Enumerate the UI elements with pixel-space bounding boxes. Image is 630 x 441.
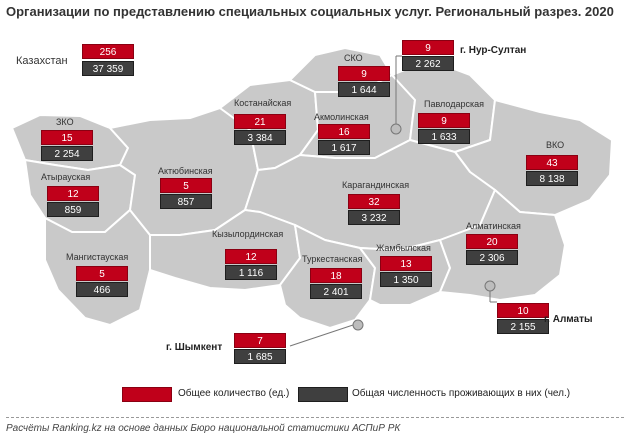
region-akmola-residents: 1 617	[318, 140, 370, 155]
region-almaty-residents: 2 306	[466, 250, 518, 265]
region-atyrau-residents: 859	[47, 202, 99, 217]
legend-count-swatch	[122, 387, 172, 402]
region-pavlodar-label: Павлодарская	[424, 99, 484, 109]
region-kyzylorda-label: Кызылординская	[212, 229, 284, 239]
region-sko-count: 9	[338, 66, 390, 81]
city-nur-sultan-label: г. Нур-Султан	[460, 45, 527, 56]
region-sko-label: СКО	[344, 53, 363, 63]
region-akmola-count: 16	[318, 124, 370, 139]
region-pavlodar-residents: 1 633	[418, 129, 470, 144]
city-shymkent-count: 7	[234, 333, 286, 348]
legend-residents-swatch	[298, 387, 348, 402]
city-almaty-label: г. Алматы	[544, 314, 593, 325]
legend-residents-label: Общая численность проживающих в них (чел…	[352, 388, 571, 399]
region-karaganda-label: Карагандинская	[342, 180, 410, 190]
region-turkestan-label: Туркестанская	[302, 254, 363, 264]
region-vko-label: ВКО	[546, 140, 565, 150]
kazakhstan-residents: 37 359	[82, 61, 134, 76]
region-almaty-count: 20	[466, 234, 518, 249]
nur-sultan-marker	[390, 123, 402, 135]
region-vko-count: 43	[526, 155, 578, 170]
region-aktobe-label: Актюбинская	[158, 166, 213, 176]
shymkent-marker	[352, 319, 364, 331]
region-turkestan-count: 18	[310, 268, 362, 283]
region-karaganda-count: 32	[348, 194, 400, 209]
region-mangystau-residents: 466	[76, 282, 128, 297]
region-aktobe-residents: 857	[160, 194, 212, 209]
footer-divider	[6, 417, 624, 418]
city-nur-sultan-residents: 2 262	[402, 56, 454, 71]
legend-count-label: Общее количество (ед.)	[178, 388, 290, 399]
city-almaty-count: 10	[497, 303, 549, 318]
region-karaganda-residents: 3 232	[348, 210, 400, 225]
region-vko-residents: 8 138	[526, 171, 578, 186]
region-mangystau-label: Мангистауская	[66, 252, 129, 262]
kazakhstan-label: Казахстан	[16, 55, 68, 67]
city-shymkent-residents: 1 685	[234, 349, 286, 364]
region-pavlodar-count: 9	[418, 113, 470, 128]
region-zhambyl-count: 13	[380, 256, 432, 271]
region-zhambyl-residents: 1 350	[380, 272, 432, 287]
region-akmola-label: Акмолинская	[314, 112, 369, 122]
region-kostanay-label: Костанайская	[234, 98, 292, 108]
region-zhambyl-label: Жамбылская	[376, 243, 431, 253]
footer-source: Расчёты Ranking.kz на основе данных Бюро…	[6, 423, 401, 434]
region-zko-label: ЗКО	[56, 117, 74, 127]
region-sko-residents: 1 644	[338, 82, 390, 97]
region-kyzylorda-count: 12	[225, 249, 277, 264]
kazakhstan-count: 256	[82, 44, 134, 59]
region-kyzylorda-residents: 1 116	[225, 265, 277, 280]
almaty-marker	[484, 280, 496, 292]
city-shymkent-label: г. Шымкент	[166, 342, 223, 353]
city-nur-sultan-count: 9	[402, 40, 454, 55]
region-almaty-label: Алматинская	[466, 221, 521, 231]
region-atyrau-count: 12	[47, 186, 99, 201]
region-zko-count: 15	[41, 130, 93, 145]
city-almaty-residents: 2 155	[497, 319, 549, 334]
region-aktobe-count: 5	[160, 178, 212, 193]
region-kostanay-residents: 3 384	[234, 130, 286, 145]
region-kostanay-count: 21	[234, 114, 286, 129]
region-turkestan-residents: 2 401	[310, 284, 362, 299]
region-mangystau-count: 5	[76, 266, 128, 281]
region-zko-residents: 2 254	[41, 146, 93, 161]
page-title: Организации по представлению специальных…	[6, 4, 614, 19]
region-atyrau-label: Атырауская	[41, 172, 91, 182]
